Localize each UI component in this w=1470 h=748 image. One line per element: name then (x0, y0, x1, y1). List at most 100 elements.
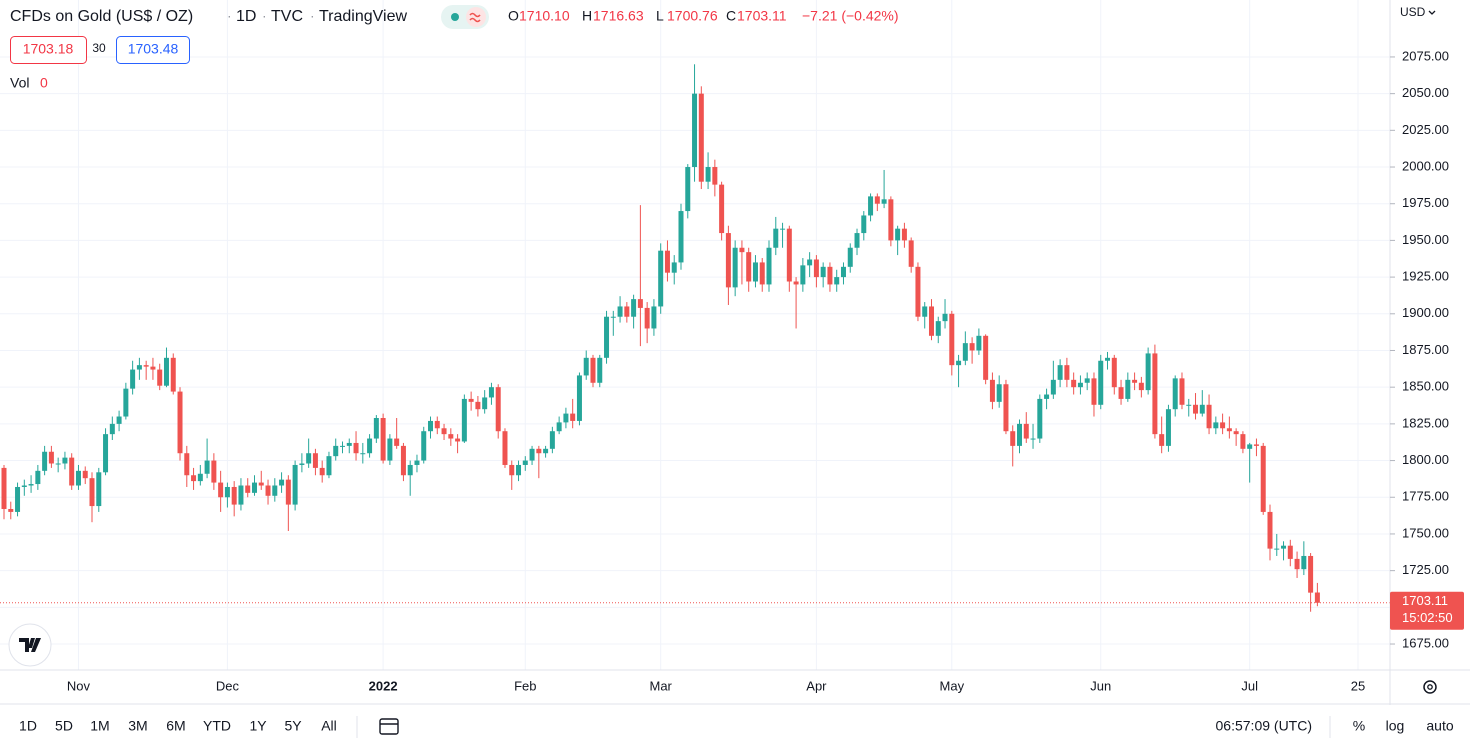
candle-body (719, 184, 725, 234)
candle-body (834, 277, 840, 285)
candle-body (1179, 378, 1185, 405)
candle-body (400, 445, 406, 476)
candle-body (976, 335, 982, 351)
candle-body (813, 259, 819, 278)
candle-body (130, 369, 136, 389)
candle-body (143, 365, 149, 367)
range-button[interactable]: 1Y (249, 718, 267, 734)
candle-body (123, 388, 129, 417)
volume-value: 0 (40, 75, 48, 91)
buy-button[interactable] (116, 36, 190, 64)
candle-body (1037, 398, 1043, 439)
candle-body (725, 233, 731, 288)
candle-body (908, 240, 914, 267)
candle-body (197, 473, 203, 482)
interval[interactable]: 1D (236, 8, 256, 25)
range-button[interactable]: 1D (19, 718, 37, 734)
candle-body (746, 252, 752, 282)
currency-selector[interactable]: USD (1400, 5, 1426, 19)
candle-body (793, 281, 799, 285)
candle-body (1023, 423, 1029, 439)
candle-body (509, 464, 515, 476)
candle-body (224, 486, 230, 498)
range-button[interactable]: YTD (203, 718, 231, 734)
candle-body (468, 398, 474, 402)
candle-body (807, 259, 813, 266)
candle-body (1111, 357, 1117, 388)
candle-body (590, 357, 596, 383)
range-button[interactable]: 3M (128, 718, 147, 734)
candle-body (62, 457, 68, 464)
candle-body (766, 247, 772, 285)
x-tick-label: Mar (649, 678, 672, 693)
candle-body (319, 467, 325, 476)
y-tick-label: 1900.00 (1402, 305, 1449, 320)
candle-body (840, 266, 846, 278)
candle-body (637, 299, 643, 308)
candle-body (82, 470, 88, 479)
goto-date-icon[interactable] (379, 718, 399, 735)
scale-button[interactable]: auto (1426, 718, 1453, 734)
candle-body (340, 445, 345, 447)
settings-icon[interactable] (1423, 680, 1437, 694)
range-button[interactable]: 5Y (284, 718, 302, 734)
range-button[interactable]: 6M (166, 718, 185, 734)
y-tick-label: 1750.00 (1402, 525, 1449, 540)
candle-body (238, 485, 244, 505)
candle-body (996, 384, 1002, 402)
y-tick-label: 1725.00 (1402, 562, 1449, 577)
candle-body (1213, 422, 1219, 429)
candle-body (1105, 357, 1111, 361)
candle-body (752, 262, 758, 282)
market-open-dot (451, 13, 459, 21)
candle-body (969, 343, 975, 351)
range-button[interactable]: All (321, 718, 337, 734)
candle-body (488, 387, 494, 398)
settings-icon-center (1427, 684, 1433, 690)
y-tick-label: 1875.00 (1402, 342, 1449, 357)
candle-body (448, 434, 454, 439)
candle-body (1057, 365, 1063, 380)
candle-body (617, 306, 623, 317)
sell-button[interactable] (10, 36, 87, 64)
ask-price[interactable]: 1703.48 (128, 41, 179, 57)
candle-body (516, 464, 522, 476)
candle-body (414, 460, 420, 465)
candle-body (604, 316, 610, 358)
range-button[interactable]: 5D (55, 718, 73, 734)
candle-body (48, 451, 54, 464)
candle-body (279, 479, 285, 486)
x-tick-label: Dec (216, 678, 240, 693)
bid-price[interactable]: 1703.18 (23, 41, 74, 57)
y-tick-label: 2075.00 (1402, 48, 1449, 63)
candle-body (705, 167, 711, 182)
candle-body (157, 369, 163, 386)
scale-button[interactable]: log (1386, 718, 1405, 734)
source: TradingView (319, 8, 407, 25)
candle-body (1138, 382, 1144, 391)
candle-body (428, 420, 434, 432)
candle-body (475, 401, 481, 410)
symbol-title[interactable]: CFDs on Gold (US$ / OZ) (10, 8, 193, 25)
candle-body (21, 485, 27, 487)
candle-body (360, 453, 366, 455)
candle-body (1084, 378, 1090, 383)
scale-button[interactable]: % (1353, 718, 1365, 734)
candle-body (116, 416, 122, 424)
currency-chevron (1428, 10, 1436, 15)
candle-body (69, 457, 75, 486)
candle-body (712, 167, 718, 185)
candle-body (8, 508, 14, 512)
clock[interactable]: 06:57:09 (UTC) (1216, 718, 1312, 734)
x-tick-label: 2022 (369, 678, 398, 693)
candle-body (1071, 379, 1077, 388)
ohlc-key: C (726, 8, 736, 24)
candle-body (895, 228, 901, 241)
range-button[interactable]: 1M (90, 718, 109, 734)
y-tick-label: 1925.00 (1402, 269, 1449, 284)
candle-body (312, 453, 318, 468)
candle-body (1125, 379, 1131, 399)
candle-body (583, 357, 589, 376)
candle-body (1301, 555, 1307, 570)
